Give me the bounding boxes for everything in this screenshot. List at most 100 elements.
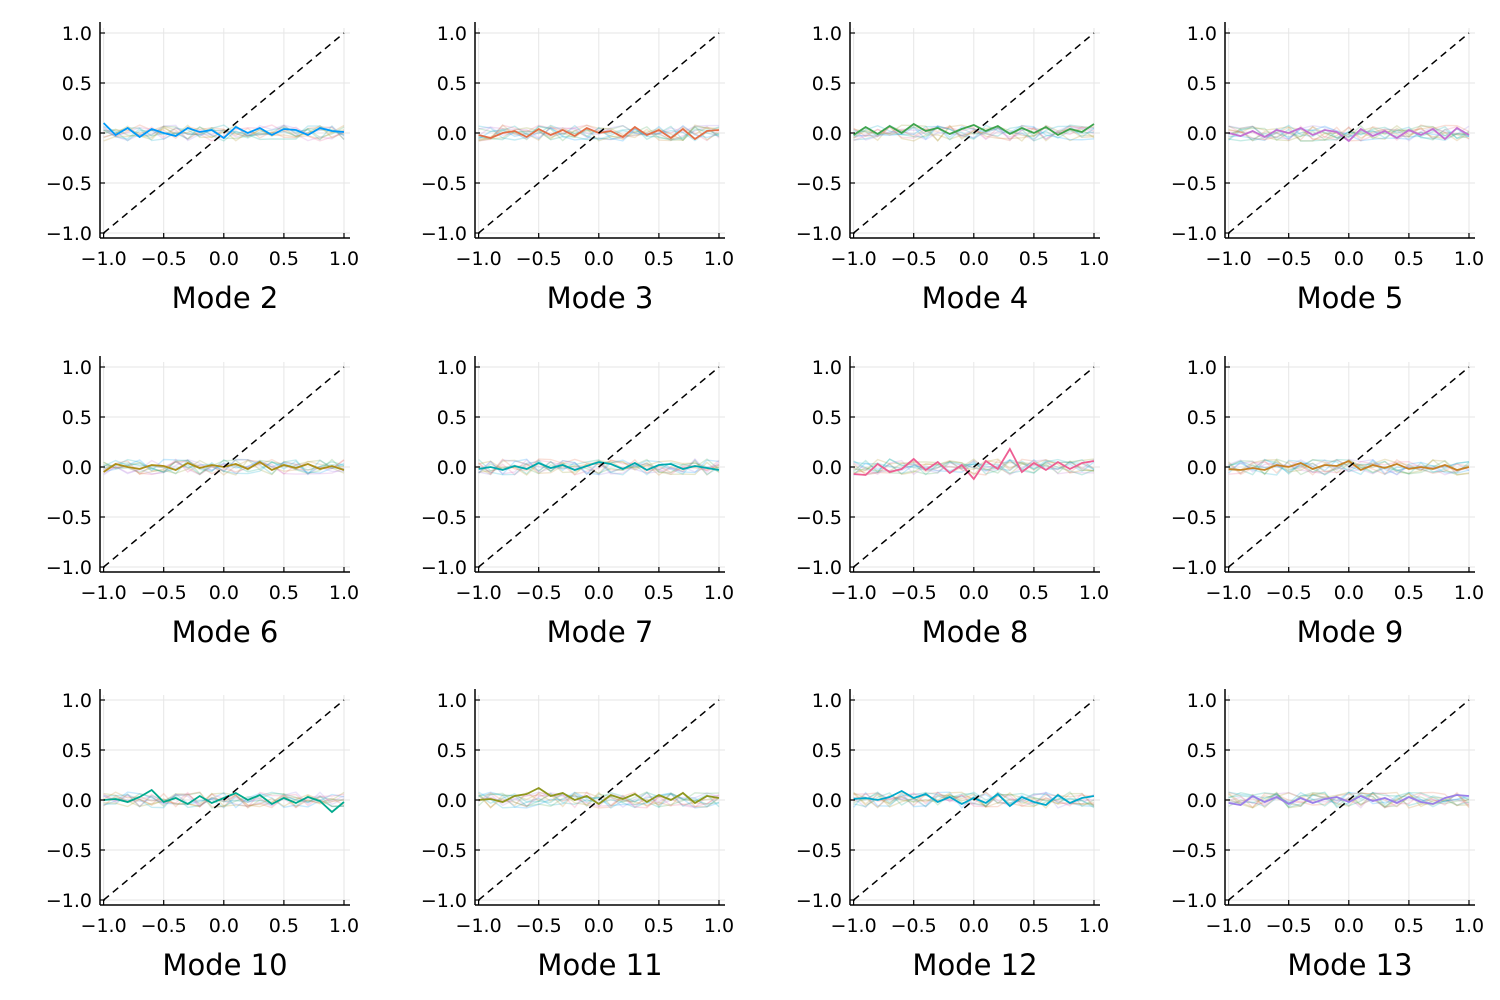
- background-trace: [103, 124, 345, 142]
- reference-line-dashed: [478, 699, 720, 901]
- x-tick-label: 1.0: [1454, 248, 1484, 270]
- y-tick-label: 1.0: [62, 357, 92, 379]
- reference-line-dashed: [853, 366, 1095, 568]
- x-tick-label: 0.0: [959, 248, 989, 270]
- x-tick-label: −0.5: [1266, 582, 1312, 604]
- background-trace: [103, 458, 345, 474]
- x-tick-label: 0.5: [269, 582, 299, 604]
- x-tick-label: 0.0: [1334, 582, 1364, 604]
- highlight-series-line: [478, 461, 720, 472]
- background-trace: [103, 793, 345, 809]
- background-trace: [853, 126, 1095, 142]
- background-trace: [103, 125, 345, 142]
- subplot-title: Mode 2: [172, 281, 279, 315]
- background-trace: [103, 124, 345, 140]
- subplot-title: Mode 13: [1287, 948, 1412, 982]
- x-tick-label: 0.5: [1394, 582, 1424, 604]
- background-trace: [1228, 791, 1470, 809]
- y-tick-label: −1.0: [421, 890, 467, 912]
- y-tick-label: 1.0: [1187, 23, 1217, 45]
- background-trace: [478, 791, 720, 807]
- x-tick-label: 0.5: [1019, 248, 1049, 270]
- x-tick-label: 0.0: [1334, 915, 1364, 937]
- y-tick-label: 1.0: [1187, 690, 1217, 712]
- subplot-mode-4: −1.0 −1.0 −0.5 −0.5 0.0 0.0 0.5 0.5 1.0 1.0 Mode 4: [796, 22, 1109, 315]
- background-trace: [853, 791, 1095, 809]
- y-tick-label: −1.0: [1171, 557, 1217, 579]
- y-tick-label: 1.0: [812, 690, 842, 712]
- background-trace: [853, 458, 1094, 476]
- y-tick-label: 0.5: [1187, 407, 1217, 429]
- background-trace: [853, 791, 1095, 808]
- x-tick-label: 1.0: [704, 582, 734, 604]
- background-trace: [853, 458, 1095, 475]
- subplot-title: Mode 7: [547, 615, 654, 649]
- y-tick-label: 0.0: [437, 457, 467, 479]
- y-tick-label: −1.0: [1171, 890, 1217, 912]
- x-tick-label: −1.0: [456, 915, 502, 937]
- highlight-series-line: [478, 786, 720, 806]
- y-tick-label: 0.0: [812, 457, 842, 479]
- background-trace: [478, 791, 720, 809]
- subplot-mode-2: −1.0 −1.0 −0.5 −0.5 0.0 0.0 0.5 0.5 1.0 1.0 Mode 2: [46, 22, 359, 315]
- highlight-series-line: [103, 788, 345, 814]
- background-trace: [1228, 459, 1470, 473]
- highlight-series-line: [1228, 459, 1470, 472]
- y-tick-label: −1.0: [796, 890, 842, 912]
- background-trace: [478, 458, 720, 475]
- x-tick-label: −0.5: [891, 248, 937, 270]
- subplot-mode-7: −1.0 −1.0 −0.5 −0.5 0.0 0.0 0.5 0.5 1.0 1.0 Mode 7: [421, 356, 734, 649]
- x-tick-label: 0.5: [1019, 915, 1049, 937]
- subplot-title: Mode 6: [172, 615, 279, 649]
- y-tick-label: 0.5: [62, 407, 92, 429]
- x-tick-label: 0.0: [1334, 248, 1364, 270]
- x-tick-label: −0.5: [516, 915, 562, 937]
- highlight-series-line: [102, 122, 345, 140]
- subplot-title: Mode 9: [1297, 615, 1404, 649]
- background-trace: [853, 791, 1095, 808]
- background-trace: [103, 791, 345, 809]
- background-trace: [853, 124, 1095, 140]
- y-tick-label: −1.0: [421, 557, 467, 579]
- background-trace: [853, 458, 1095, 476]
- background-trace: [103, 125, 345, 142]
- x-tick-label: 0.0: [209, 248, 239, 270]
- background-trace: [478, 791, 720, 808]
- background-trace: [1228, 791, 1470, 808]
- y-tick-label: 1.0: [437, 357, 467, 379]
- y-tick-label: −0.5: [796, 507, 842, 529]
- y-tick-label: 0.5: [437, 407, 467, 429]
- x-tick-label: 0.0: [584, 915, 614, 937]
- reference-line-dashed: [853, 699, 1095, 901]
- y-tick-label: −0.5: [796, 840, 842, 862]
- y-tick-label: 0.0: [1187, 457, 1217, 479]
- y-tick-label: 0.5: [437, 73, 467, 95]
- reference-line-dashed: [478, 32, 720, 234]
- x-tick-label: −1.0: [831, 915, 877, 937]
- background-trace: [1228, 124, 1470, 142]
- background-trace: [1228, 458, 1470, 476]
- y-tick-label: 0.0: [1187, 123, 1217, 145]
- subplot-mode-3: −1.0 −1.0 −0.5 −0.5 0.0 0.0 0.5 0.5 1.0 1.0 Mode 3: [421, 22, 734, 315]
- background-trace: [478, 792, 720, 809]
- background-trace: [1228, 460, 1470, 476]
- background-trace: [853, 458, 1095, 475]
- background-trace: [853, 791, 1095, 808]
- reference-line-dashed: [853, 32, 1095, 234]
- y-tick-label: −1.0: [46, 890, 92, 912]
- x-tick-label: 0.0: [584, 582, 614, 604]
- x-tick-label: −0.5: [891, 915, 937, 937]
- y-tick-label: −0.5: [796, 173, 842, 195]
- y-tick-label: −1.0: [421, 223, 467, 245]
- background-trace: [478, 791, 720, 809]
- background-trace: [1228, 124, 1470, 142]
- background-trace: [1228, 459, 1470, 476]
- x-tick-label: 0.5: [644, 582, 674, 604]
- background-trace: [478, 458, 720, 475]
- subplot-title: Mode 5: [1297, 281, 1404, 315]
- x-tick-label: −1.0: [831, 582, 877, 604]
- background-trace: [478, 125, 720, 142]
- background-trace: [853, 125, 1095, 142]
- background-trace: [103, 791, 345, 809]
